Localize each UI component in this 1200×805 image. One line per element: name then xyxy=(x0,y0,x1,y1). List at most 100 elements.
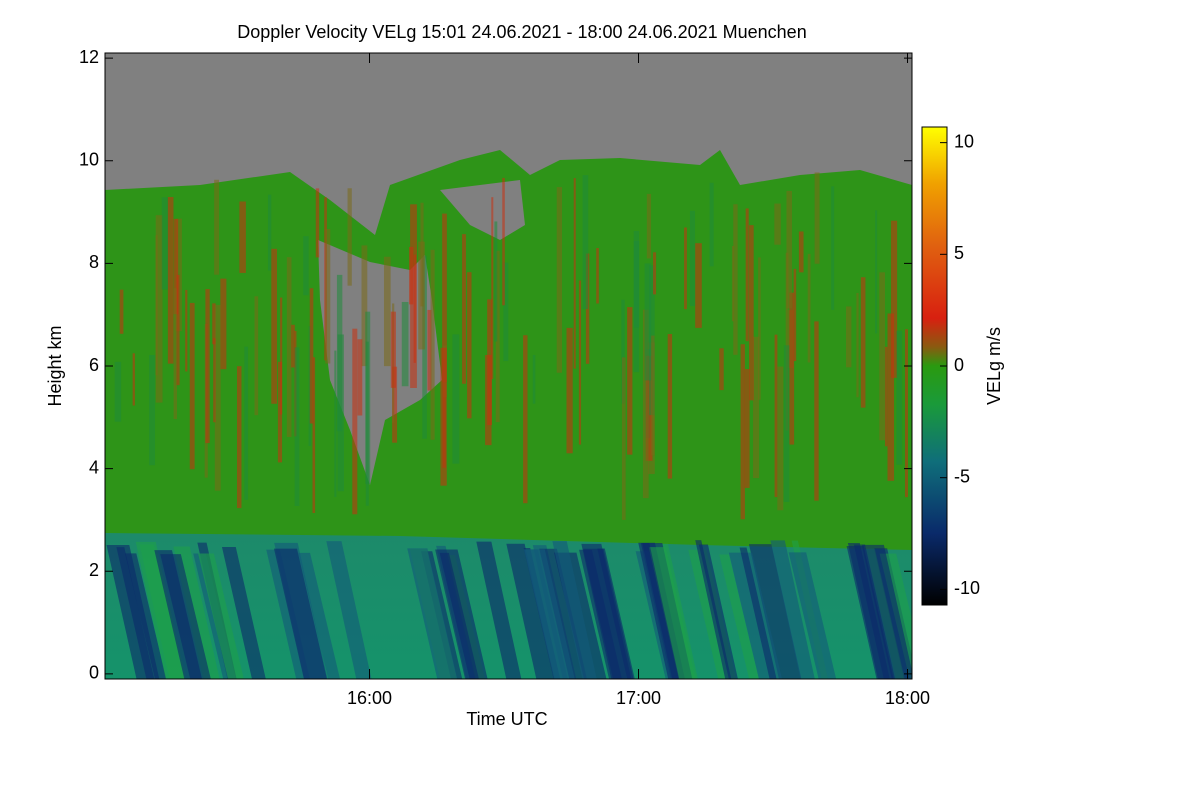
streak xyxy=(891,220,898,378)
streak xyxy=(879,272,886,441)
streak xyxy=(254,296,259,416)
streak xyxy=(334,350,337,497)
streak xyxy=(789,292,795,445)
streak xyxy=(783,345,790,502)
streak xyxy=(689,210,696,307)
y-tick-label: 10 xyxy=(79,150,99,170)
streak xyxy=(905,329,908,498)
streak xyxy=(167,196,174,364)
streak xyxy=(698,544,738,679)
streak xyxy=(684,227,687,310)
streak xyxy=(532,354,536,404)
streak xyxy=(294,347,300,507)
streak xyxy=(267,194,272,271)
streak xyxy=(132,353,135,406)
streak xyxy=(244,346,249,500)
streak xyxy=(154,550,202,679)
streak xyxy=(745,208,749,342)
y-tick-label: 4 xyxy=(89,457,99,477)
streak xyxy=(740,344,745,520)
streak xyxy=(739,547,777,679)
heatmap xyxy=(105,53,912,679)
streak xyxy=(502,177,505,306)
streak xyxy=(582,175,589,310)
streak xyxy=(221,547,266,679)
streak xyxy=(719,554,759,679)
streak xyxy=(875,210,878,334)
colorbar-tick-label: 10 xyxy=(954,131,974,151)
streak xyxy=(491,197,494,380)
streak xyxy=(709,182,714,267)
streak xyxy=(392,366,398,443)
streak xyxy=(135,541,186,679)
streak xyxy=(114,361,122,422)
streak xyxy=(653,252,657,295)
y-tick-label: 0 xyxy=(89,663,99,683)
streak xyxy=(189,302,195,470)
streak xyxy=(309,288,314,424)
colorbar-tick-label: 5 xyxy=(954,243,964,263)
streak xyxy=(807,253,811,363)
streak xyxy=(410,204,417,388)
streak xyxy=(774,334,778,498)
streak xyxy=(315,188,320,258)
y-tick-label: 12 xyxy=(79,47,99,67)
streak xyxy=(846,306,852,368)
streak xyxy=(365,341,369,506)
y-axis-label: Height km xyxy=(45,325,65,406)
streak xyxy=(777,366,784,511)
streak xyxy=(856,292,859,398)
streak xyxy=(798,231,804,273)
streak xyxy=(277,361,283,463)
streak xyxy=(291,324,295,368)
streak xyxy=(753,336,760,479)
streak xyxy=(774,203,781,245)
streak xyxy=(198,553,244,679)
streak xyxy=(785,252,789,431)
streak xyxy=(506,543,555,679)
streak xyxy=(361,245,368,367)
streak xyxy=(786,190,792,309)
streak xyxy=(770,540,815,679)
x-tick-label: 17:00 xyxy=(616,688,661,708)
streak xyxy=(390,311,396,388)
x-tick-label: 16:00 xyxy=(347,688,392,708)
streak xyxy=(347,188,352,286)
streak xyxy=(793,268,797,362)
streak xyxy=(439,552,479,679)
streak xyxy=(887,313,895,481)
streak xyxy=(271,248,278,404)
streak xyxy=(860,277,866,408)
streak xyxy=(644,263,652,381)
streak xyxy=(280,297,283,415)
streak xyxy=(452,334,460,464)
streak xyxy=(814,172,820,264)
streak xyxy=(896,330,903,465)
streak xyxy=(440,347,447,486)
streak xyxy=(552,541,597,679)
streak xyxy=(430,249,435,440)
streak xyxy=(352,328,358,515)
streak xyxy=(642,543,680,679)
streak xyxy=(286,257,292,437)
streak xyxy=(326,541,372,679)
streak xyxy=(325,229,331,364)
streak xyxy=(337,334,344,492)
streak xyxy=(106,544,160,679)
streak xyxy=(633,240,640,328)
y-tick-label: 2 xyxy=(89,560,99,580)
streak xyxy=(494,221,498,342)
streak xyxy=(648,547,696,679)
streak xyxy=(578,280,582,445)
streak xyxy=(212,303,216,345)
streak xyxy=(476,541,522,679)
streak xyxy=(205,289,210,444)
streak xyxy=(467,272,472,419)
streak xyxy=(573,178,576,369)
streak xyxy=(495,250,500,423)
streak xyxy=(885,346,888,447)
streak xyxy=(176,274,180,386)
streak xyxy=(442,213,447,383)
streak xyxy=(237,366,242,509)
streak xyxy=(155,215,163,403)
